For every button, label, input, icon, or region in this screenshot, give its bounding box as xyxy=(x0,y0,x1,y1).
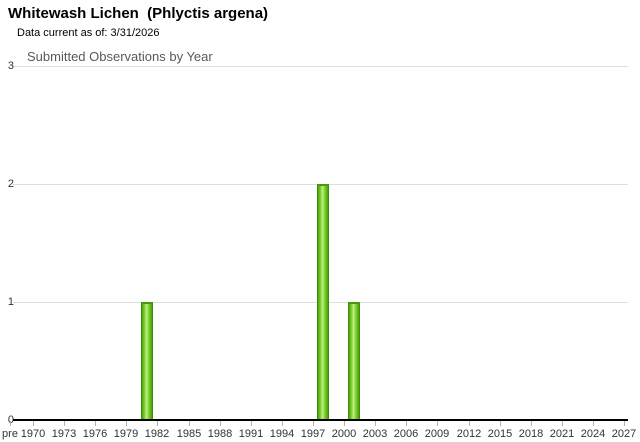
species-title: Whitewash Lichen (Phlyctis argena) xyxy=(8,5,269,22)
x-axis-tick-label: 2003 xyxy=(362,428,388,440)
x-axis-tick-label: 2009 xyxy=(424,428,450,440)
x-axis-tick xyxy=(64,421,65,426)
x-axis-tick-label: 1973 xyxy=(51,428,77,440)
x-axis-tick xyxy=(500,421,501,426)
x-axis-tick xyxy=(126,421,127,426)
x-axis-tick-label: 2024 xyxy=(580,428,606,440)
x-axis-tick-label: 2018 xyxy=(518,428,544,440)
x-axis-tick xyxy=(33,421,34,426)
x-axis-tick-label: 2006 xyxy=(393,428,419,440)
x-axis-tick xyxy=(624,421,625,426)
x-axis-tick xyxy=(313,421,314,426)
x-axis-tick-label: 2012 xyxy=(456,428,482,440)
data-current-note: Data current as of: 3/31/2026 xyxy=(17,27,160,39)
observation-bar xyxy=(348,302,360,420)
x-axis-tick-label: 1991 xyxy=(238,428,264,440)
x-axis-tick xyxy=(10,421,11,426)
x-axis-tick-label: 2015 xyxy=(487,428,513,440)
x-axis-tick xyxy=(220,421,221,426)
y-axis-tick-label: 2 xyxy=(7,178,14,190)
x-axis-tick xyxy=(562,421,563,426)
x-axis-tick xyxy=(593,421,594,426)
x-axis-tick xyxy=(469,421,470,426)
x-axis-tick xyxy=(157,421,158,426)
x-axis-tick-label: 2021 xyxy=(549,428,575,440)
x-axis-tick-label: 1976 xyxy=(82,428,108,440)
x-axis-tick xyxy=(282,421,283,426)
x-axis-tick-label: 1985 xyxy=(176,428,202,440)
x-axis-tick-label: 2000 xyxy=(331,428,357,440)
x-axis-tick-label: 1979 xyxy=(113,428,139,440)
x-axis-tick-label: 1994 xyxy=(269,428,295,440)
x-axis-tick xyxy=(251,421,252,426)
x-axis-tick-label: 1970 xyxy=(20,428,46,440)
x-axis-tick-label: 1982 xyxy=(144,428,170,440)
x-axis-tick-label: 1988 xyxy=(207,428,233,440)
y-axis-tick-label: 0 xyxy=(7,414,14,426)
x-axis-tick xyxy=(375,421,376,426)
x-axis-tick xyxy=(531,421,532,426)
y-gridline xyxy=(13,66,628,67)
x-axis-tick xyxy=(95,421,96,426)
chart-title: Submitted Observations by Year xyxy=(27,49,213,64)
x-axis-tick xyxy=(344,421,345,426)
x-axis-line xyxy=(13,419,628,421)
x-axis-tick xyxy=(189,421,190,426)
x-axis-tick xyxy=(406,421,407,426)
observation-bar xyxy=(141,302,153,420)
y-axis-tick-label: 3 xyxy=(7,60,14,72)
x-axis-tick-label: pre xyxy=(2,428,18,440)
observation-bar xyxy=(317,184,329,420)
x-axis-tick xyxy=(437,421,438,426)
y-axis-tick-label: 1 xyxy=(7,296,14,308)
x-axis-tick-label: 2027 xyxy=(611,428,637,440)
x-axis-tick-label: 1997 xyxy=(300,428,326,440)
